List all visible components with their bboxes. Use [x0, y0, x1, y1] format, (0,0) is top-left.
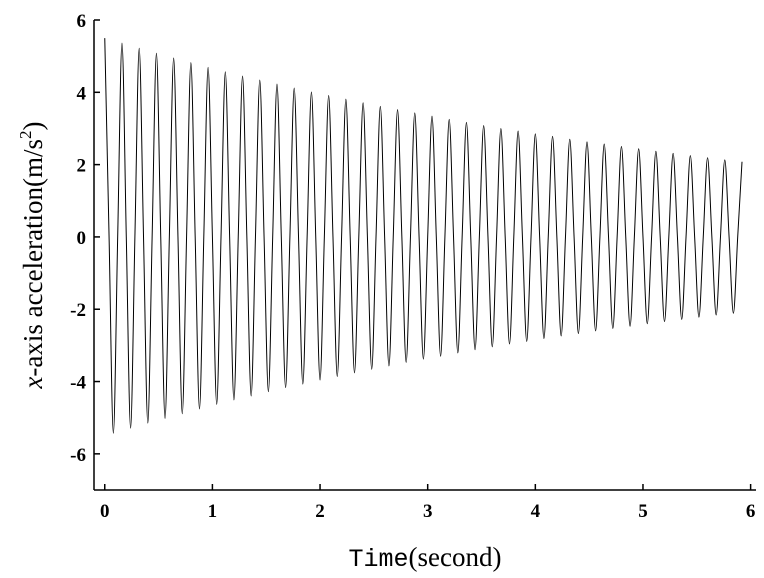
- y-label-part: -axis acceleration(m/s: [18, 139, 48, 377]
- x-tick-label: 1: [208, 501, 218, 522]
- x-axis-label: Time(second): [349, 542, 502, 574]
- y-tick-label: 4: [77, 83, 87, 104]
- y-label-part: x: [18, 377, 48, 390]
- y-tick-label: -2: [70, 300, 86, 321]
- y-tick-label: 6: [77, 11, 87, 32]
- y-tick-label: 0: [77, 228, 87, 249]
- y-label-part: ): [18, 121, 48, 130]
- y-tick-label: -6: [70, 445, 86, 466]
- x-tick-label: 2: [315, 501, 325, 522]
- y-axis-label: x-axis acceleration(m/s2): [16, 121, 48, 389]
- x-tick-label: 3: [423, 501, 433, 522]
- y-tick-label: 2: [77, 156, 87, 177]
- y-label-sup: 2: [16, 130, 35, 139]
- data-line: [104, 38, 743, 434]
- y-tick-label: -4: [70, 373, 86, 394]
- x-tick-label: 0: [100, 501, 110, 522]
- x-label-part: Time: [349, 545, 409, 574]
- x-label-part: (second): [409, 542, 502, 572]
- x-tick-label: 4: [531, 501, 541, 522]
- x-tick-label: 5: [638, 501, 648, 522]
- x-tick-label: 6: [746, 501, 756, 522]
